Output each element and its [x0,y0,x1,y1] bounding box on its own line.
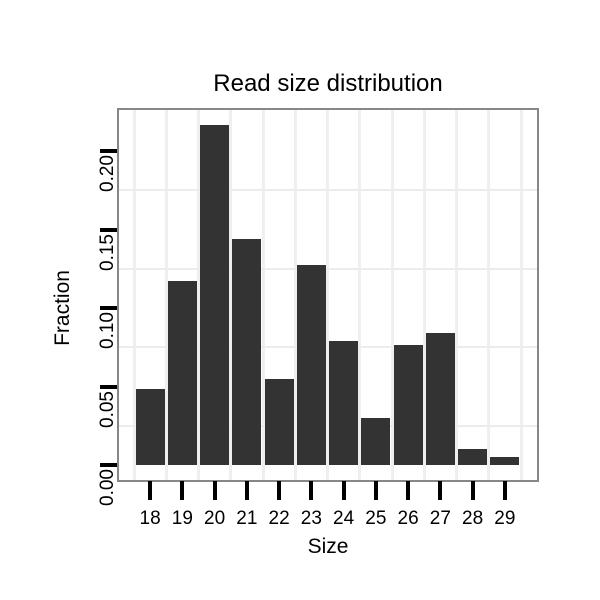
y-tick [100,149,117,153]
x-tick-label: 29 [494,508,516,529]
bar-23 [296,265,326,465]
gridline-vertical [197,110,200,480]
gridline-vertical [229,110,233,480]
gridline-horizontal [119,424,537,427]
y-tick [100,384,117,389]
chart-title: Read size distribution [213,70,443,97]
bar-22 [264,379,294,465]
bar-25 [361,418,391,465]
x-tick [406,481,411,500]
y-tick-label: 0.00 [97,469,118,506]
gridline-vertical [132,110,136,480]
y-tick [100,227,117,232]
y-tick [100,306,117,310]
x-tick [341,481,346,500]
y-axis-label: Fraction [51,270,74,346]
gridline-vertical [422,110,426,480]
gridline-vertical [293,110,297,480]
plot-panel [117,108,539,482]
bar-27 [425,333,455,465]
gridline-horizontal [119,346,537,349]
bar-26 [393,345,423,465]
gridline-vertical [358,110,362,480]
gridline-vertical [487,110,491,480]
x-tick-label: 25 [365,508,387,529]
x-tick [309,481,314,500]
x-tick [438,481,443,500]
bar-21 [232,239,262,465]
y-tick-label: 0.05 [97,390,118,428]
x-tick-label: 26 [397,508,419,529]
x-tick [244,481,249,500]
x-tick [212,481,217,500]
x-tick [277,481,282,500]
gridline-vertical [261,110,265,480]
x-tick-label: 28 [462,508,484,529]
x-tick-label: 21 [236,508,258,529]
bar-19 [167,281,197,465]
x-tick [148,481,153,500]
bar-18 [135,389,165,465]
x-tick-label: 27 [429,508,451,529]
x-tick-label: 24 [333,508,355,529]
y-tick-label: 0.10 [97,312,118,349]
x-tick [373,481,378,500]
bar-29 [490,457,520,465]
x-tick-label: 22 [268,508,290,529]
bar-24 [329,341,359,465]
x-axis-label: Size [307,535,349,558]
x-tick-label: 18 [139,508,161,529]
x-tick-label: 20 [204,508,226,529]
bar-20 [200,125,230,465]
y-tick-label: 0.15 [97,233,118,271]
gridline-horizontal [119,267,537,270]
gridline-vertical [519,110,523,480]
x-tick-label: 23 [300,508,322,529]
x-tick [502,481,507,500]
y-tick [100,463,117,467]
y-tick-label: 0.20 [97,155,118,192]
gridline-vertical [390,110,394,480]
bar-28 [458,449,488,465]
gridline-vertical [164,110,168,480]
gridline-vertical [455,110,458,480]
x-tick [180,481,185,500]
x-tick-label: 19 [171,508,193,529]
x-tick [470,481,475,500]
gridline-vertical [326,110,329,480]
gridline-horizontal [119,189,537,192]
